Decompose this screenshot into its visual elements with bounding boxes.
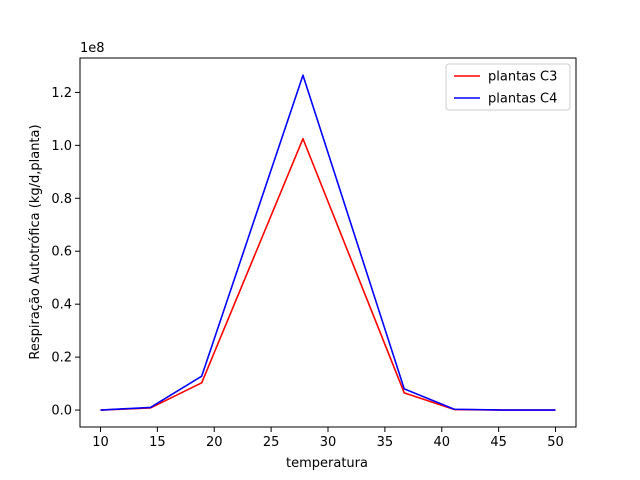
- y-tick-label: 0.4: [51, 298, 72, 313]
- y-axis-label: Respiração Autotrófica (kg/d,planta): [28, 124, 43, 359]
- y-tick-label: 0.0: [51, 404, 72, 419]
- series-layer: [100, 74, 556, 411]
- y-tick-label: 0.6: [51, 245, 72, 260]
- x-tick-label: 30: [320, 435, 337, 450]
- x-tick-label: 10: [92, 435, 109, 450]
- x-tick-label: 35: [377, 435, 394, 450]
- x-tick-label: 45: [490, 435, 507, 450]
- y-tick-label: 0.2: [51, 351, 72, 366]
- y-tick-label: 1.2: [51, 86, 72, 101]
- legend-entry-label: plantas C4: [488, 92, 557, 107]
- y-axis: 0.0 0.2 0.4 0.6 0.8 1.0 1.2: [51, 86, 80, 419]
- x-tick-label: 20: [206, 435, 223, 450]
- legend: plantas C3 plantas C4: [445, 63, 571, 111]
- x-tick-label: 50: [547, 435, 564, 450]
- y-offset-label: 1e8: [80, 41, 105, 56]
- y-tick-label: 1.0: [51, 139, 72, 154]
- x-tick-label: 25: [263, 435, 280, 450]
- x-tick-label: 40: [433, 435, 450, 450]
- series-line-2: [100, 74, 556, 411]
- x-axis: 10 15 20 25 30 35 40 45 50: [92, 427, 564, 450]
- legend-entry-label: plantas C3: [488, 70, 557, 85]
- x-tick-label: 15: [149, 435, 166, 450]
- x-axis-label: temperatura: [286, 456, 368, 471]
- y-tick-label: 0.8: [51, 192, 72, 207]
